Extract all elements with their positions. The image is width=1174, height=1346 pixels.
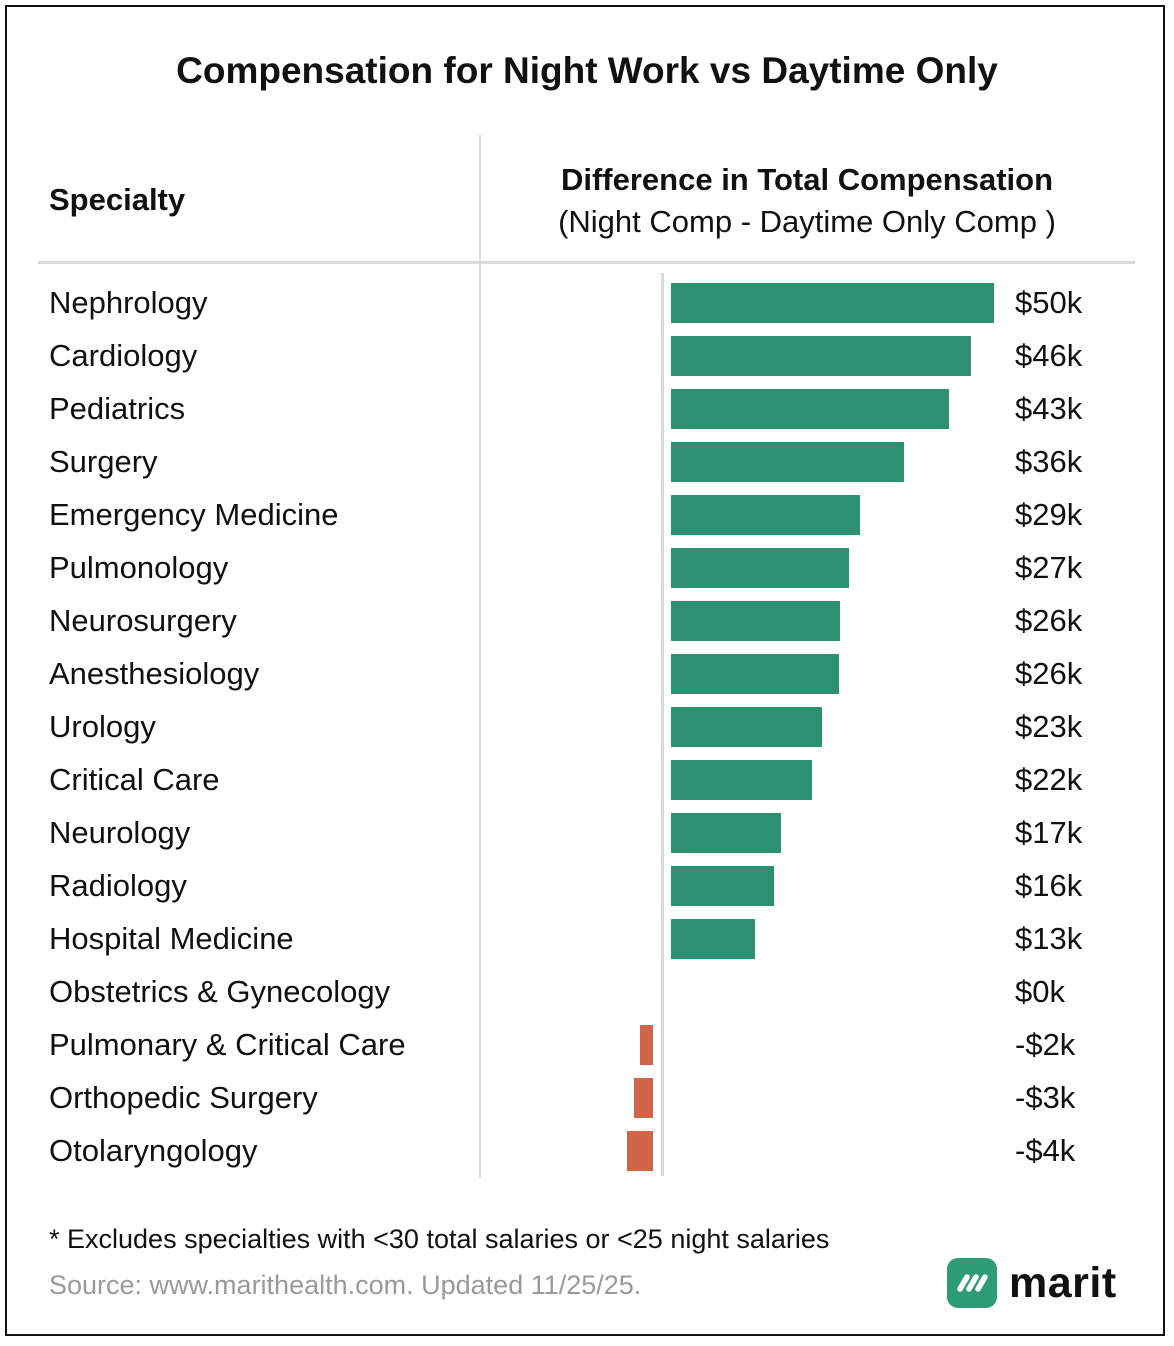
- value-label: $46k: [1015, 338, 1083, 373]
- bar: [671, 548, 849, 588]
- category-label: Anesthesiology: [49, 656, 260, 691]
- value-label: $0k: [1015, 974, 1065, 1009]
- bar: [671, 442, 904, 482]
- marit-logo-icon: [947, 1258, 997, 1308]
- bar: [671, 283, 994, 323]
- bar: [671, 389, 949, 429]
- category-label: Neurosurgery: [49, 603, 237, 638]
- bar: [640, 1025, 653, 1065]
- zero-axis-line: [661, 273, 664, 1176]
- category-label: Orthopedic Surgery: [49, 1080, 318, 1115]
- bar: [671, 707, 822, 747]
- category-label: Hospital Medicine: [49, 921, 294, 956]
- category-label: Pediatrics: [49, 391, 186, 426]
- difference-column-header: Difference in Total Compensation (Night …: [484, 162, 1130, 240]
- value-label: $22k: [1015, 762, 1083, 797]
- source-note: Source: www.marithealth.com. Updated 11/…: [49, 1270, 642, 1300]
- value-label: -$3k: [1015, 1080, 1076, 1115]
- category-label: Surgery: [49, 444, 158, 479]
- value-label: -$4k: [1015, 1133, 1076, 1168]
- value-label: $29k: [1015, 497, 1083, 532]
- marit-logo: marit: [947, 1258, 1117, 1308]
- value-label: $50k: [1015, 285, 1083, 320]
- column-divider: [479, 135, 481, 1178]
- value-label: $16k: [1015, 868, 1083, 903]
- bar: [671, 919, 755, 959]
- value-label: $43k: [1015, 391, 1083, 426]
- value-label: $26k: [1015, 656, 1083, 691]
- value-label: $27k: [1015, 550, 1083, 585]
- category-label: Otolaryngology: [49, 1133, 258, 1168]
- footnote: * Excludes specialties with <30 total sa…: [49, 1224, 830, 1254]
- category-label: Urology: [49, 709, 156, 744]
- bar: [627, 1131, 653, 1171]
- bar: [671, 601, 840, 641]
- specialty-column-header: Specialty: [49, 182, 186, 217]
- category-label: Nephrology: [49, 285, 208, 320]
- category-label: Pulmonology: [49, 550, 229, 585]
- category-label: Critical Care: [49, 762, 220, 797]
- category-label: Obstetrics & Gynecology: [49, 974, 391, 1009]
- category-label: Pulmonary & Critical Care: [49, 1027, 406, 1062]
- value-label: $23k: [1015, 709, 1083, 744]
- difference-header-line1: Difference in Total Compensation: [560, 162, 1054, 197]
- value-label: -$2k: [1015, 1027, 1076, 1062]
- chart-title: Compensation for Night Work vs Daytime O…: [176, 50, 998, 91]
- bar: [633, 1078, 653, 1118]
- chart-frame: [5, 5, 1165, 1336]
- value-label: $26k: [1015, 603, 1083, 638]
- bar: [671, 654, 839, 694]
- difference-header-line2: (Night Comp - Daytime Only Comp ): [558, 204, 1056, 239]
- value-label: $13k: [1015, 921, 1083, 956]
- marit-logo-text: marit: [1009, 1258, 1117, 1307]
- category-label: Radiology: [49, 868, 187, 903]
- bar: [671, 813, 781, 853]
- category-label: Neurology: [49, 815, 191, 850]
- bar: [671, 495, 861, 535]
- bar: [671, 866, 775, 906]
- value-label: $17k: [1015, 815, 1083, 850]
- category-label: Emergency Medicine: [49, 497, 339, 532]
- bar: [671, 336, 972, 376]
- category-label: Cardiology: [49, 338, 198, 373]
- value-label: $36k: [1015, 444, 1083, 479]
- bar: [671, 760, 813, 800]
- header-divider: [38, 261, 1135, 264]
